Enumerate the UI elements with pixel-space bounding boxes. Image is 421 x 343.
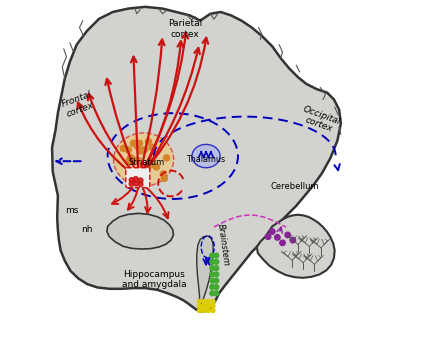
- Circle shape: [144, 165, 150, 172]
- Circle shape: [206, 299, 210, 304]
- Circle shape: [127, 158, 133, 165]
- Circle shape: [138, 178, 143, 183]
- Text: Parietal
cortex: Parietal cortex: [168, 20, 202, 39]
- Circle shape: [206, 308, 210, 312]
- Circle shape: [134, 181, 139, 186]
- Text: Hippocampus
and amygdala: Hippocampus and amygdala: [122, 270, 186, 289]
- Circle shape: [129, 156, 136, 163]
- Ellipse shape: [114, 133, 173, 186]
- Circle shape: [149, 158, 155, 164]
- Circle shape: [126, 157, 133, 163]
- Circle shape: [214, 291, 219, 296]
- Circle shape: [214, 253, 219, 258]
- Circle shape: [290, 237, 296, 243]
- Circle shape: [145, 139, 152, 145]
- Circle shape: [214, 285, 219, 289]
- Circle shape: [210, 285, 215, 289]
- Circle shape: [141, 146, 148, 153]
- Text: Thalamus: Thalamus: [186, 155, 225, 164]
- Text: Brainstem: Brainstem: [216, 223, 231, 267]
- Circle shape: [129, 181, 134, 186]
- Circle shape: [131, 140, 136, 146]
- Polygon shape: [52, 7, 341, 311]
- Text: nh: nh: [81, 225, 93, 234]
- Circle shape: [265, 234, 271, 239]
- Circle shape: [128, 154, 134, 161]
- Circle shape: [210, 278, 215, 283]
- Circle shape: [197, 304, 202, 308]
- Polygon shape: [257, 215, 335, 278]
- Circle shape: [160, 171, 166, 177]
- Circle shape: [206, 304, 210, 308]
- Circle shape: [211, 304, 215, 308]
- Circle shape: [210, 259, 215, 264]
- Circle shape: [149, 144, 155, 151]
- Circle shape: [202, 304, 206, 308]
- Circle shape: [163, 155, 170, 161]
- Circle shape: [153, 164, 160, 170]
- Circle shape: [214, 266, 219, 271]
- Circle shape: [211, 308, 215, 312]
- Circle shape: [197, 308, 202, 312]
- Ellipse shape: [192, 144, 220, 168]
- Circle shape: [210, 266, 215, 271]
- Circle shape: [214, 259, 219, 264]
- Circle shape: [161, 175, 168, 181]
- Text: Cerebellum: Cerebellum: [270, 182, 319, 191]
- Circle shape: [136, 140, 143, 146]
- Circle shape: [134, 157, 141, 164]
- Circle shape: [214, 272, 219, 277]
- Circle shape: [129, 178, 134, 182]
- Text: Striatum: Striatum: [129, 158, 165, 167]
- Circle shape: [280, 240, 285, 246]
- Circle shape: [134, 143, 140, 149]
- Circle shape: [274, 235, 280, 240]
- Circle shape: [285, 232, 290, 238]
- Circle shape: [138, 182, 143, 187]
- FancyBboxPatch shape: [126, 168, 150, 188]
- Circle shape: [141, 174, 147, 180]
- Circle shape: [139, 148, 145, 154]
- Circle shape: [210, 291, 215, 296]
- Circle shape: [120, 145, 126, 152]
- Text: Occipital
cortex: Occipital cortex: [298, 104, 342, 136]
- Circle shape: [202, 308, 206, 312]
- Text: ms: ms: [65, 206, 78, 215]
- Circle shape: [197, 299, 202, 304]
- Circle shape: [138, 162, 144, 168]
- Polygon shape: [107, 213, 173, 249]
- Circle shape: [133, 177, 138, 181]
- Circle shape: [269, 229, 275, 234]
- Circle shape: [211, 299, 215, 304]
- Polygon shape: [197, 236, 213, 310]
- Circle shape: [135, 174, 141, 180]
- Circle shape: [148, 162, 154, 168]
- Circle shape: [210, 253, 215, 258]
- Circle shape: [214, 278, 219, 283]
- Circle shape: [210, 272, 215, 277]
- Circle shape: [125, 147, 131, 153]
- Text: Frontal
cortex: Frontal cortex: [60, 90, 97, 119]
- Circle shape: [138, 147, 144, 154]
- Circle shape: [202, 299, 206, 304]
